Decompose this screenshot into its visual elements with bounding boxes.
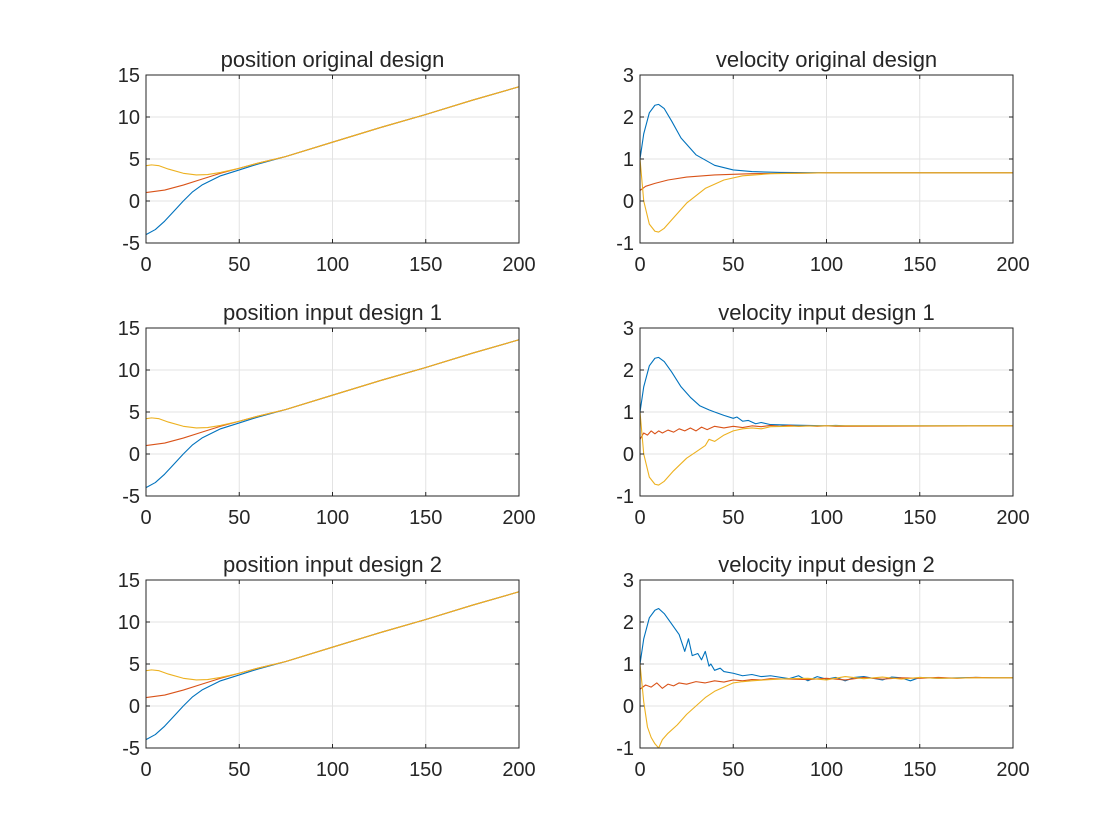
series-line-1 [639, 356, 1013, 427]
y-tick-label: 15 [118, 65, 140, 87]
y-tick-label: -5 [122, 738, 140, 760]
x-tick-label: 100 [810, 254, 843, 276]
x-tick-label: 100 [810, 507, 843, 529]
y-tick-label: -1 [616, 233, 634, 255]
x-tick-label: 200 [502, 254, 535, 276]
x-tick-label: 100 [316, 759, 349, 781]
x-tick-label: 50 [228, 507, 250, 529]
y-tick-label: 3 [623, 318, 634, 340]
chart-title: position input design 2 [223, 552, 442, 577]
x-tick-label: 50 [722, 759, 744, 781]
x-tick-label: 150 [903, 759, 936, 781]
series-line-1 [639, 103, 1013, 174]
y-tick-label: -5 [122, 233, 140, 255]
chart-title: position original design [221, 47, 445, 72]
y-tick-label: 2 [623, 612, 634, 634]
y-tick-label: 0 [623, 696, 634, 718]
y-tick-label: 0 [129, 191, 140, 213]
series-line-3 [145, 591, 520, 681]
series-line-3 [639, 158, 1013, 233]
y-tick-label: 2 [623, 360, 634, 382]
x-tick-label: 0 [634, 507, 645, 529]
y-tick-label: -1 [616, 738, 634, 760]
x-tick-label: 100 [316, 254, 349, 276]
x-tick-label: 200 [996, 507, 1029, 529]
x-tick-label: 0 [634, 254, 645, 276]
y-tick-label: 10 [118, 360, 140, 382]
y-tick-label: 1 [623, 402, 634, 424]
y-tick-label: 5 [129, 654, 140, 676]
y-tick-label: 0 [129, 444, 140, 466]
chart-title: velocity input design 1 [718, 300, 934, 325]
x-tick-label: 200 [996, 254, 1029, 276]
y-tick-label: 10 [118, 612, 140, 634]
y-tick-label: 0 [623, 191, 634, 213]
series-line-3 [145, 339, 520, 429]
y-tick-label: 0 [129, 696, 140, 718]
y-tick-label: 0 [623, 444, 634, 466]
chart-title: velocity original design [716, 47, 937, 72]
x-tick-label: 50 [722, 507, 744, 529]
x-tick-label: 0 [634, 759, 645, 781]
y-tick-label: 15 [118, 318, 140, 340]
series-line-3 [145, 86, 520, 176]
x-tick-label: 50 [722, 254, 744, 276]
chart-title: position input design 1 [223, 300, 442, 325]
y-tick-label: 15 [118, 570, 140, 592]
y-tick-label: -5 [122, 486, 140, 508]
x-tick-label: 200 [502, 759, 535, 781]
x-tick-label: 100 [316, 507, 349, 529]
series-line-3 [639, 663, 1013, 749]
x-tick-label: 50 [228, 254, 250, 276]
x-tick-label: 200 [502, 507, 535, 529]
y-tick-label: 5 [129, 149, 140, 171]
y-tick-label: 1 [623, 654, 634, 676]
y-tick-label: -1 [616, 486, 634, 508]
x-tick-label: 150 [409, 507, 442, 529]
y-tick-label: 3 [623, 570, 634, 592]
y-tick-label: 2 [623, 107, 634, 129]
x-tick-label: 50 [228, 759, 250, 781]
y-tick-label: 3 [623, 65, 634, 87]
y-tick-label: 1 [623, 149, 634, 171]
x-tick-label: 0 [140, 254, 151, 276]
x-tick-label: 150 [409, 254, 442, 276]
chart-title: velocity input design 2 [718, 552, 934, 577]
x-tick-label: 150 [903, 507, 936, 529]
x-tick-label: 0 [140, 759, 151, 781]
x-tick-label: 100 [810, 759, 843, 781]
x-tick-label: 150 [903, 254, 936, 276]
x-tick-label: 150 [409, 759, 442, 781]
series-line-3 [639, 411, 1013, 486]
series-line-2 [639, 676, 1013, 690]
y-tick-label: 10 [118, 107, 140, 129]
x-tick-label: 0 [140, 507, 151, 529]
y-tick-label: 5 [129, 402, 140, 424]
x-tick-label: 200 [996, 759, 1029, 781]
